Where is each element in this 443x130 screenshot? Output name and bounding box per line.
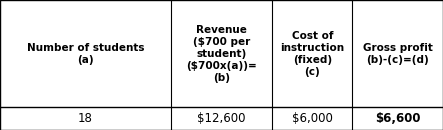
Text: $6,000: $6,000 bbox=[292, 112, 333, 125]
Text: $6,600: $6,600 bbox=[375, 112, 420, 125]
Text: Gross profit
(b)-(c)=(d): Gross profit (b)-(c)=(d) bbox=[363, 43, 432, 65]
Text: 18: 18 bbox=[78, 112, 93, 125]
Text: Cost of
instruction
(fixed)
(c): Cost of instruction (fixed) (c) bbox=[280, 31, 344, 77]
Text: $12,600: $12,600 bbox=[197, 112, 246, 125]
Text: Number of students
(a): Number of students (a) bbox=[27, 43, 144, 65]
Text: Revenue
($700 per
student)
($700x(a))=
(b): Revenue ($700 per student) ($700x(a))= (… bbox=[186, 25, 257, 83]
